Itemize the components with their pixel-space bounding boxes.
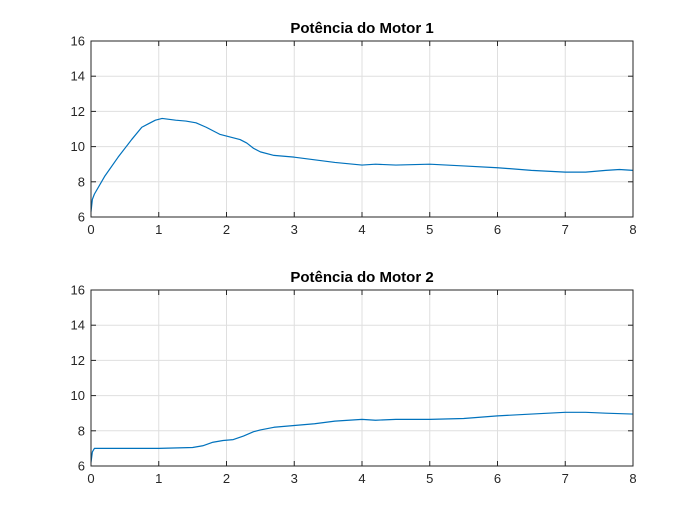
y-tick-label: 12: [71, 353, 85, 368]
chart-title: Potência do Motor 1: [290, 20, 433, 37]
x-tick-label: 6: [494, 471, 501, 486]
y-tick-label: 14: [71, 69, 85, 84]
y-tick-label: 6: [78, 459, 85, 474]
y-tick-label: 14: [71, 318, 85, 333]
series-line: [90, 117, 634, 212]
chart-title: Potência do Motor 2: [290, 269, 433, 286]
x-tick-label: 4: [358, 471, 365, 486]
series-line: [90, 411, 634, 463]
y-tick-label: 16: [71, 34, 85, 49]
x-tick-label: 4: [358, 222, 365, 237]
x-tick-label: 2: [223, 222, 230, 237]
x-tick-label: 1: [155, 222, 162, 237]
y-tick-label: 8: [78, 423, 85, 438]
x-tick-label: 8: [629, 222, 636, 237]
x-tick-label: 5: [426, 471, 433, 486]
x-tick-label: 2: [223, 471, 230, 486]
y-tick-label: 8: [78, 174, 85, 189]
y-tick-label: 10: [71, 139, 85, 154]
y-tick-label: 16: [71, 283, 85, 298]
x-tick-label: 7: [562, 222, 569, 237]
x-tick-label: 1: [155, 471, 162, 486]
x-tick-label: 3: [291, 222, 298, 237]
x-tick-label: 8: [629, 471, 636, 486]
x-tick-label: 0: [87, 222, 94, 237]
y-tick-label: 10: [71, 388, 85, 403]
y-tick-label: 12: [71, 104, 85, 119]
x-tick-label: 0: [87, 471, 94, 486]
x-tick-label: 7: [562, 471, 569, 486]
x-tick-label: 3: [291, 471, 298, 486]
y-tick-label: 6: [78, 210, 85, 225]
x-tick-label: 5: [426, 222, 433, 237]
x-tick-label: 6: [494, 222, 501, 237]
